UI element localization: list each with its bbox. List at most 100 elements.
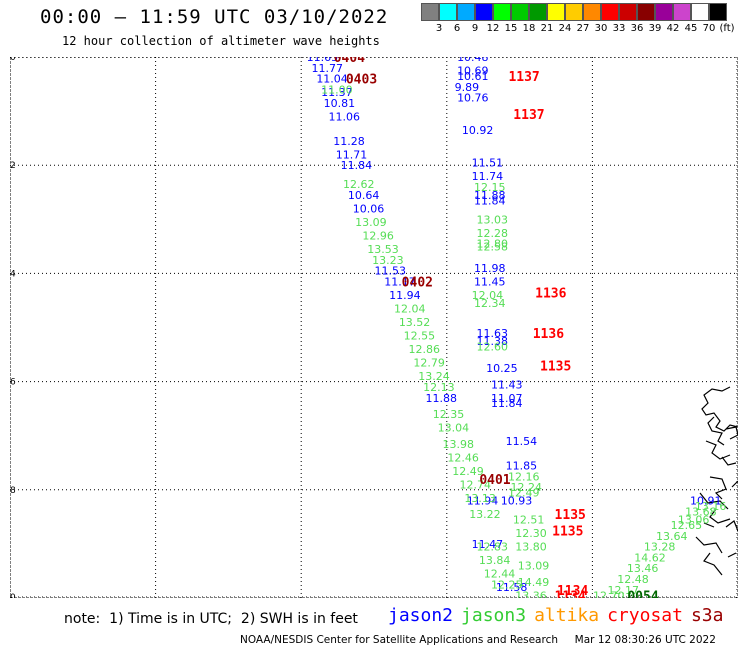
swh-value-jason2: 10.06	[353, 202, 385, 215]
pass-time-label: 0401	[479, 473, 510, 488]
swh-value-jason3: 12.15	[474, 181, 506, 194]
footnote: note: 1) Time is in UTC; 2) SWH is in fe…	[64, 611, 358, 627]
swh-value-jason2: 11.71	[336, 148, 368, 161]
legend-jason2: jason2	[388, 605, 454, 626]
swh-value-jason2: 11.77	[311, 62, 343, 75]
swh-value-jason2: 10.93	[501, 495, 533, 508]
scale-swatch	[619, 3, 637, 21]
swh-value-jason3: 12.65	[671, 519, 703, 532]
scale-swatch	[565, 3, 583, 21]
pass-time-label: 0054	[627, 589, 658, 598]
swh-value-jason2: 11.51	[472, 156, 504, 169]
pass-time-label: 0403	[346, 73, 377, 88]
pass-time-label: 1135	[552, 524, 583, 539]
swh-value-jason3: 13.84	[479, 554, 511, 567]
map-frame	[10, 57, 738, 598]
lat-tick-label: -40	[10, 57, 16, 63]
scale-swatch	[475, 3, 493, 21]
swh-value-jason2: 11.84	[341, 159, 373, 172]
scale-label: 39	[648, 23, 662, 34]
map-title: 00:00 — 11:59 UTC 03/10/2022	[40, 6, 389, 28]
swh-value-jason2: 11.88	[426, 392, 458, 405]
swh-value-jason2: 11.04	[316, 73, 348, 86]
swh-value-jason3: 12.30	[515, 527, 547, 540]
swh-value-jason3: 13.46	[627, 562, 659, 575]
swh-value-jason3: 12.51	[513, 514, 545, 527]
swh-value-jason3: 12.28	[476, 227, 508, 240]
scale-label: 12	[486, 23, 500, 34]
swh-value-jason3: 13.98	[443, 438, 475, 451]
scale-swatch	[439, 3, 457, 21]
pass-time-label: 1137	[513, 108, 544, 123]
swh-value-jason3: 12.13	[423, 381, 455, 394]
scale-swatch	[493, 3, 511, 21]
swh-value-jason3: 12.16	[508, 470, 540, 483]
legend-altika: altika	[534, 605, 600, 626]
swh-value-jason3: 12.55	[404, 330, 436, 343]
scale-label: 70	[702, 23, 716, 34]
pass-time-label: 1135	[540, 359, 571, 374]
swh-value-jason3: 12.04	[394, 303, 426, 316]
swh-value-jason3: 12.46	[447, 451, 479, 464]
scale-swatch	[583, 3, 601, 21]
swh-value-jason2: 11.53	[375, 265, 407, 278]
swh-value-jason3: 11.00	[321, 83, 353, 96]
swh-value-jason3: 13.06	[678, 514, 710, 527]
swh-value-jason3: 13.23	[372, 254, 404, 267]
swh-value-jason3: 13.80	[515, 541, 547, 554]
pass-time-label: 0404	[334, 57, 365, 66]
swh-value-jason2: 11.45	[474, 276, 506, 289]
swh-value-jason3: 13.22	[469, 508, 501, 521]
swh-value-jason3: 12.44	[484, 568, 516, 581]
scale-label: 6	[453, 23, 461, 34]
swh-value-jason3: 12.49	[508, 487, 540, 500]
scale-label: 42	[666, 23, 680, 34]
swh-value-jason3: 14.49	[518, 576, 550, 589]
swh-value-jason2: 11.28	[333, 135, 365, 148]
scale-label: 15	[504, 23, 518, 34]
swh-value-jason2: 10.92	[462, 124, 494, 137]
swh-value-jason2: 11.17	[384, 276, 416, 289]
swh-value-jason3: 13.36	[515, 589, 547, 598]
swh-value-jason3: 12.49	[452, 465, 484, 478]
scale-label: 36	[630, 23, 644, 34]
scale-label: 18	[522, 23, 536, 34]
swh-value-jason3: 13.53	[367, 243, 399, 256]
scale-label: 3	[435, 23, 443, 34]
scale-label: 27	[576, 23, 590, 34]
scale-swatch	[547, 3, 565, 21]
scale-swatch	[457, 3, 475, 21]
swh-value-jason2: 11.94	[467, 495, 499, 508]
swh-value-jason3: 12.48	[617, 573, 649, 586]
swh-value-jason3: 13.64	[656, 530, 688, 543]
swh-value-jason3: 13.04	[438, 422, 470, 435]
swh-value-jason2: 11.43	[491, 378, 523, 391]
pass-time-label: 1137	[508, 70, 539, 85]
swh-value-jason2: 11.94	[389, 289, 421, 302]
swh-value-jason3: 13.13	[464, 492, 496, 505]
pass-time-label: 1135	[555, 508, 586, 523]
swh-value-jason2: 11.98	[474, 262, 506, 275]
swh-value-jason2: 11.54	[506, 435, 537, 448]
scale-unit: (ft)	[719, 23, 735, 34]
swh-value-jason2: 11.47	[472, 538, 504, 551]
lat-tick-label: -44	[10, 269, 16, 279]
swh-value-jason3: 12.86	[409, 343, 441, 356]
swh-value-jason3: 12.74	[459, 478, 491, 491]
swh-value-jason3: 12.96	[362, 230, 394, 243]
swh-value-jason2: 10.69	[457, 65, 489, 78]
swh-value-jason3: 12.80	[476, 238, 508, 251]
altimeter-map: -40-42-44-46-48-50-90-87-84-81-78-7511.6…	[1, 51, 740, 613]
scale-label: 24	[558, 23, 572, 34]
satellite-legend: jason2 jason3 altika cryosat s3a	[388, 605, 731, 626]
scale-swatch	[709, 3, 727, 21]
map-subtitle: 12 hour collection of altimeter wave hei…	[62, 34, 380, 48]
swh-value-jason3: 13.16	[695, 500, 727, 513]
lat-tick-label: -42	[10, 161, 16, 171]
map-canvas: -40-42-44-46-48-50-90-87-84-81-78-7511.6…	[1, 51, 740, 613]
scale-label: 9	[471, 23, 479, 34]
swh-value-jason3: 13.09	[518, 560, 550, 573]
swh-value-jason2: 11.58	[496, 581, 527, 594]
swh-value-jason3: 12.24	[510, 481, 542, 494]
swh-value-jason3: 13.03	[476, 213, 508, 226]
